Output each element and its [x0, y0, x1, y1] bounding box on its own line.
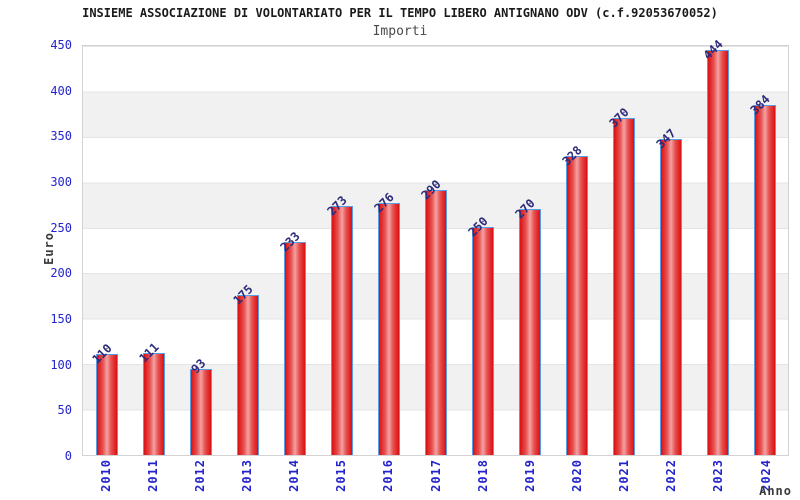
bar-slot: 347	[647, 46, 694, 455]
x-tick-label: 2022	[664, 459, 679, 492]
y-tick-label: 0	[64, 449, 72, 463]
bar-2017: 290	[418, 178, 447, 455]
bar-value-label: 276	[371, 190, 397, 216]
bar-value-label: 111	[136, 340, 162, 366]
bar-2015: 273	[324, 193, 353, 455]
bar-2018: 250	[465, 214, 494, 455]
y-tick-label: 300	[50, 174, 72, 189]
bar-slot: 328	[553, 46, 600, 455]
bar-value-label: 444	[700, 37, 726, 63]
bar-slot: 93	[177, 46, 224, 455]
bar-value-label: 370	[606, 104, 632, 131]
y-tick-label: 200	[50, 266, 72, 281]
bar-2013: 175	[230, 282, 259, 455]
bar-slot: 370	[600, 46, 647, 455]
bar-slot: 111	[130, 46, 177, 455]
bar-slot: 290	[412, 46, 459, 455]
bar-slot: 250	[459, 46, 506, 455]
y-tick-label: 250	[50, 220, 72, 235]
bar-2016: 276	[371, 190, 400, 455]
x-tick-label: 2020	[569, 459, 584, 492]
bar-slot: 270	[506, 46, 553, 455]
x-tick-slot: 2018	[459, 459, 506, 499]
x-tick-label: 2015	[334, 459, 349, 492]
bar-value-label: 290	[418, 177, 444, 203]
x-tick-label: 2018	[475, 459, 490, 492]
x-axis-labels: 2010 2011 2012 2013 2014 2015 2016 2017 2018 2019…	[82, 459, 789, 499]
x-tick-label: 2010	[98, 459, 113, 492]
bar-value-label: 347	[653, 125, 679, 151]
bar-slot: 233	[271, 46, 318, 455]
bar-2022: 347	[653, 126, 682, 455]
bar-2012: 93	[188, 357, 212, 455]
bar-slot: 175	[224, 46, 271, 455]
bar-slot: 273	[318, 46, 365, 455]
y-axis-title: Euro	[42, 232, 56, 265]
x-tick-slot: 2022	[648, 459, 695, 499]
bar-slot: 110	[83, 46, 130, 455]
bar-2023: 444	[700, 38, 729, 455]
bar-slot: 444	[694, 38, 741, 455]
x-tick-label: 2017	[428, 459, 443, 492]
x-tick-slot: 2013	[223, 459, 270, 499]
y-axis-ticks: 0 50 100 150 200 250 300 350 400 450	[0, 38, 72, 463]
x-tick-slot: 2016	[365, 459, 412, 499]
bar-2011: 111	[136, 340, 165, 455]
bar-value-label: 233	[277, 229, 303, 255]
x-tick-label: 2012	[192, 459, 207, 492]
x-tick-label: 2016	[381, 459, 396, 492]
chart-subtitle: Importi	[372, 24, 428, 39]
bar-value-label: 270	[512, 195, 538, 221]
x-tick-slot: 2011	[129, 459, 176, 499]
bar-2024: 384	[747, 92, 776, 455]
y-tick-label: 350	[50, 129, 72, 144]
bar-slot: 384	[741, 46, 788, 455]
bar-value-label: 93	[188, 356, 209, 377]
x-tick-slot: 2021	[601, 459, 648, 499]
bar-value-label: 273	[324, 192, 350, 219]
x-tick-slot: 2023	[695, 459, 742, 499]
x-tick-slot: 2020	[553, 459, 600, 499]
y-tick-label: 450	[50, 38, 72, 52]
bar-2010: 110	[89, 341, 118, 455]
x-axis-title: Anno	[759, 484, 792, 498]
bars: 110 111 93 175 233 273 276 290 250 270 328 370 347 44…	[83, 38, 788, 455]
x-tick-label: 2014	[287, 459, 302, 492]
x-tick-label: 2013	[239, 459, 254, 492]
bar-value-label: 384	[747, 92, 773, 118]
plot-area: 110 111 93 175 233 273 276 290 250 270 328 370 347 44…	[82, 38, 789, 456]
x-tick-slot: 2010	[82, 459, 129, 499]
bar-value-label: 250	[465, 213, 491, 240]
y-tick-label: 50	[57, 403, 72, 418]
x-tick-slot: 2019	[506, 459, 553, 499]
x-tick-label: 2019	[522, 459, 537, 492]
x-tick-slot: 2012	[176, 459, 223, 499]
bar-2020: 328	[559, 143, 588, 455]
bar-2021: 370	[606, 105, 635, 455]
x-tick-slot: 2014	[271, 459, 318, 499]
bar-value-label: 175	[230, 282, 256, 308]
x-tick-label: 2021	[617, 459, 632, 492]
bar-value-label: 110	[89, 341, 115, 367]
y-tick-label: 100	[50, 357, 72, 372]
x-tick-slot: 2017	[412, 459, 459, 499]
x-tick-label: 2023	[711, 459, 726, 492]
bar-2019: 270	[512, 196, 541, 455]
x-tick-slot: 2015	[318, 459, 365, 499]
y-tick-label: 150	[50, 311, 72, 326]
bar-value-label: 328	[559, 142, 585, 169]
y-tick-label: 400	[50, 83, 72, 98]
bar-2014: 233	[277, 229, 306, 455]
x-tick-label: 2011	[145, 459, 160, 492]
bar-slot: 276	[365, 46, 412, 455]
chart-title: INSIEME ASSOCIAZIONE DI VOLONTARIATO PER…	[82, 6, 718, 20]
